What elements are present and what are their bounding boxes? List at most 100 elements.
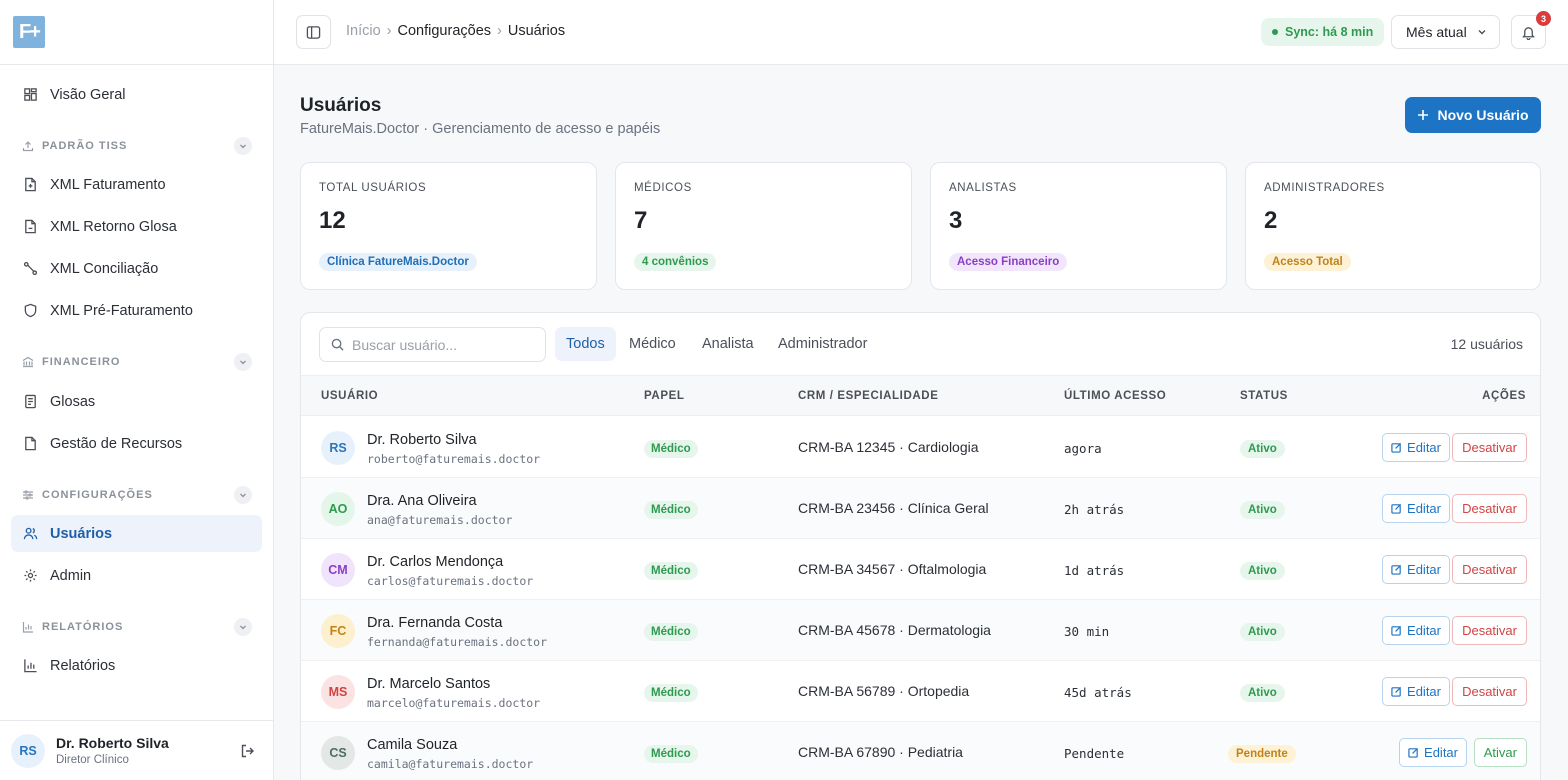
sidebar-toggle-button[interactable]	[296, 15, 331, 49]
sidebar-item-label: Usuários	[50, 525, 113, 542]
sidebar-item-relatorios[interactable]: Relatórios	[11, 647, 262, 684]
new-user-button[interactable]: Novo Usuário	[1405, 97, 1541, 133]
avatar: CM	[321, 553, 355, 587]
bar-chart-icon	[22, 622, 33, 633]
user-email: carlos@faturemais.doctor	[367, 574, 534, 588]
user-name: Dr. Marcelo Santos	[367, 676, 491, 692]
period-select[interactable]: Mês atual	[1391, 15, 1500, 49]
avatar[interactable]: RS	[11, 733, 45, 768]
status-badge: Ativo	[1240, 562, 1285, 580]
stat-label: ANALISTAS	[949, 182, 1017, 194]
section-tiss[interactable]: PADRÃO TISS	[22, 136, 252, 156]
column-header-ultimo-acesso[interactable]: ÚLTIMO ACESSO	[1064, 390, 1167, 402]
activate-button[interactable]: Ativar	[1473, 738, 1527, 767]
edit-label: Editar	[1424, 745, 1458, 760]
chevron-down-icon[interactable]	[234, 353, 252, 371]
app-logo[interactable]: F+	[13, 16, 45, 48]
user-role: Diretor Clínico	[56, 754, 129, 766]
filter-tab-administrador[interactable]: Administrador	[778, 336, 868, 352]
crm-specialty: CRM-BA 12345 · Cardiologia	[798, 439, 979, 455]
logo-area: F+	[0, 0, 273, 65]
section-label: FINANCEIRO	[42, 356, 121, 368]
edit-button[interactable]: Editar	[1399, 738, 1467, 767]
user-name: Dr. Carlos Mendonça	[367, 554, 504, 570]
topbar: Início › Configurações › Usuários Sync: …	[274, 0, 1568, 65]
sliders-icon	[23, 490, 33, 500]
stat-value: 12	[319, 207, 346, 234]
sidebar-item-label: Relatórios	[50, 657, 116, 674]
edit-icon	[1391, 625, 1402, 636]
column-header-acoes: AÇÕES	[1482, 390, 1526, 402]
breadcrumb-separator: ›	[386, 23, 392, 39]
column-header-papel[interactable]: PAPEL	[644, 390, 685, 402]
column-header-usuario[interactable]: USUÁRIO	[321, 390, 379, 402]
chevron-down-icon[interactable]	[234, 486, 252, 504]
avatar: MS	[321, 675, 355, 709]
crm-specialty: CRM-BA 45678 · Dermatologia	[798, 622, 991, 638]
deactivate-button[interactable]: Desativar	[1452, 433, 1527, 462]
sidebar-item-xml-pre-faturamento[interactable]: XML Pré-Faturamento	[11, 292, 262, 329]
filter-tab-todos[interactable]: Todos	[555, 327, 616, 361]
user-name: Dra. Fernanda Costa	[367, 615, 503, 631]
deactivate-button[interactable]: Desativar	[1452, 616, 1527, 645]
crm-specialty: CRM-BA 34567 · Oftalmologia	[798, 561, 987, 577]
column-header-crm[interactable]: CRM / ESPECIALIDADE	[798, 390, 939, 402]
edit-button[interactable]: Editar	[1382, 433, 1450, 462]
notifications-button[interactable]: 3	[1511, 11, 1551, 49]
breadcrumb-item-inicio[interactable]: Início	[346, 23, 381, 39]
section-relatorios[interactable]: RELATÓRIOS	[22, 617, 252, 637]
chevron-down-icon[interactable]	[234, 137, 252, 155]
sidebar-item-usuarios[interactable]: Usuários	[11, 515, 262, 552]
deactivate-button[interactable]: Desativar	[1452, 677, 1527, 706]
edit-button[interactable]: Editar	[1382, 616, 1450, 645]
grid-icon	[24, 88, 37, 101]
sidebar-item-label: Glosas	[50, 393, 96, 410]
stat-tag: Clínica FatureMais.Doctor	[319, 253, 477, 271]
status-badge: Ativo	[1240, 440, 1285, 458]
deactivate-button[interactable]: Desativar	[1452, 494, 1527, 523]
sidebar-item-label: XML Pré-Faturamento	[50, 302, 193, 319]
sidebar-item-xml-faturamento[interactable]: XML Faturamento	[11, 166, 262, 203]
table-row: AO Dra. Ana Oliveira ana@faturemais.doctor…	[301, 478, 1540, 539]
sidebar-item-xml-retorno-glosa[interactable]: XML Retorno Glosa	[11, 208, 262, 245]
section-configuracoes[interactable]: CONFIGURAÇÕES	[22, 485, 252, 505]
last-access: 1d atrás	[1064, 563, 1125, 578]
shield-icon	[24, 303, 37, 318]
table-row: CS Camila Souza camila@faturemais.doctor Mé…	[301, 722, 1540, 780]
edit-button[interactable]: Editar	[1382, 494, 1450, 523]
section-label: CONFIGURAÇÕES	[42, 489, 153, 501]
bank-icon	[22, 356, 34, 368]
role-badge: Médico	[644, 440, 698, 458]
section-financeiro[interactable]: FINANCEIRO	[22, 352, 252, 372]
deactivate-button[interactable]: Desativar	[1452, 555, 1527, 584]
sidebar-item-xml-conciliacao[interactable]: XML Conciliação	[11, 250, 262, 287]
logout-icon[interactable]	[240, 743, 256, 759]
sidebar-item-overview[interactable]: Visão Geral	[11, 76, 262, 113]
sidebar-item-label: Gestão de Recursos	[50, 435, 183, 452]
user-email: marcelo@faturemais.doctor	[367, 696, 541, 710]
status-dot-icon	[1272, 29, 1278, 35]
filter-tab-analista[interactable]: Analista	[702, 336, 754, 352]
chevron-down-icon[interactable]	[234, 618, 252, 636]
sidebar-item-glosas[interactable]: Glosas	[11, 383, 262, 420]
user-name: Camila Souza	[367, 737, 458, 753]
sidebar-item-label: XML Retorno Glosa	[50, 218, 177, 235]
edit-label: Editar	[1407, 623, 1441, 638]
search-input[interactable]	[352, 336, 532, 353]
edit-icon	[1391, 503, 1402, 514]
column-header-status[interactable]: STATUS	[1240, 390, 1288, 402]
sidebar-item-admin[interactable]: Admin	[11, 557, 262, 594]
edit-button[interactable]: Editar	[1382, 555, 1450, 584]
section-label: PADRÃO TISS	[42, 140, 128, 152]
sidebar-panel-icon	[306, 25, 321, 39]
users-table-card: Todos Médico Analista Administrador 12 u…	[300, 312, 1541, 780]
filter-tab-medico[interactable]: Médico	[629, 336, 676, 352]
page-title: Usuários	[300, 95, 382, 116]
table-header: USUÁRIO PAPEL CRM / ESPECIALIDADE ÚLTIMO…	[301, 375, 1540, 416]
edit-button[interactable]: Editar	[1382, 677, 1450, 706]
edit-icon	[1391, 686, 1402, 697]
breadcrumb-item-configuracoes[interactable]: Configurações	[397, 23, 492, 39]
breadcrumb: Início › Configurações › Usuários	[346, 23, 565, 39]
last-access: agora	[1064, 441, 1102, 456]
sidebar-item-gestao-recursos[interactable]: Gestão de Recursos	[11, 425, 262, 462]
